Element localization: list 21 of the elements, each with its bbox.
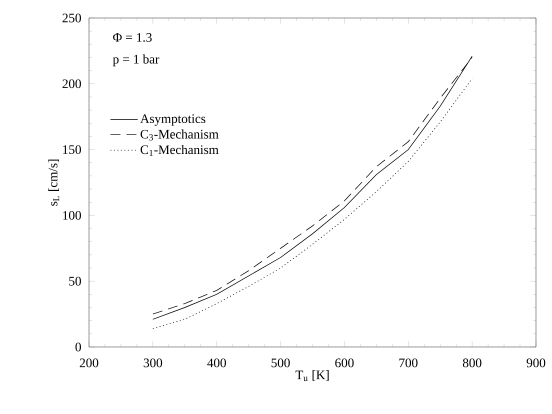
x-tick-label: 500 <box>272 358 290 368</box>
legend-label: C$_{3}$-Mechanism <box>140 129 219 140</box>
x-tick-label: 300 <box>144 358 162 368</box>
x-tick-label: 900 <box>526 358 546 368</box>
annotation: p = 1 bar <box>112 54 160 66</box>
x-axis-title: T$_{u}$ [K] <box>296 370 329 382</box>
legend-label: Asymptotics <box>140 114 206 126</box>
y-tick-label: 50 <box>69 276 81 286</box>
y-tick-label: 0 <box>75 342 81 352</box>
x-tick-label: 600 <box>335 358 354 368</box>
legend-label: C$_{1}$-Mechanism <box>140 144 219 156</box>
y-tick-label: 200 <box>62 79 81 88</box>
annotation: Φ = 1.3 <box>113 33 152 42</box>
x-tick-label: 700 <box>399 358 418 368</box>
y-tick-label: 100 <box>63 211 81 220</box>
y-axis-title: s$_{L}$ [cm/s] <box>48 160 60 206</box>
x-tick-label: 800 <box>462 358 482 368</box>
y-tick-label: 250 <box>62 14 81 22</box>
y-tick-label: 150 <box>63 145 81 154</box>
x-tick-label: 200 <box>80 358 98 368</box>
x-tick-label: 400 <box>207 358 226 368</box>
